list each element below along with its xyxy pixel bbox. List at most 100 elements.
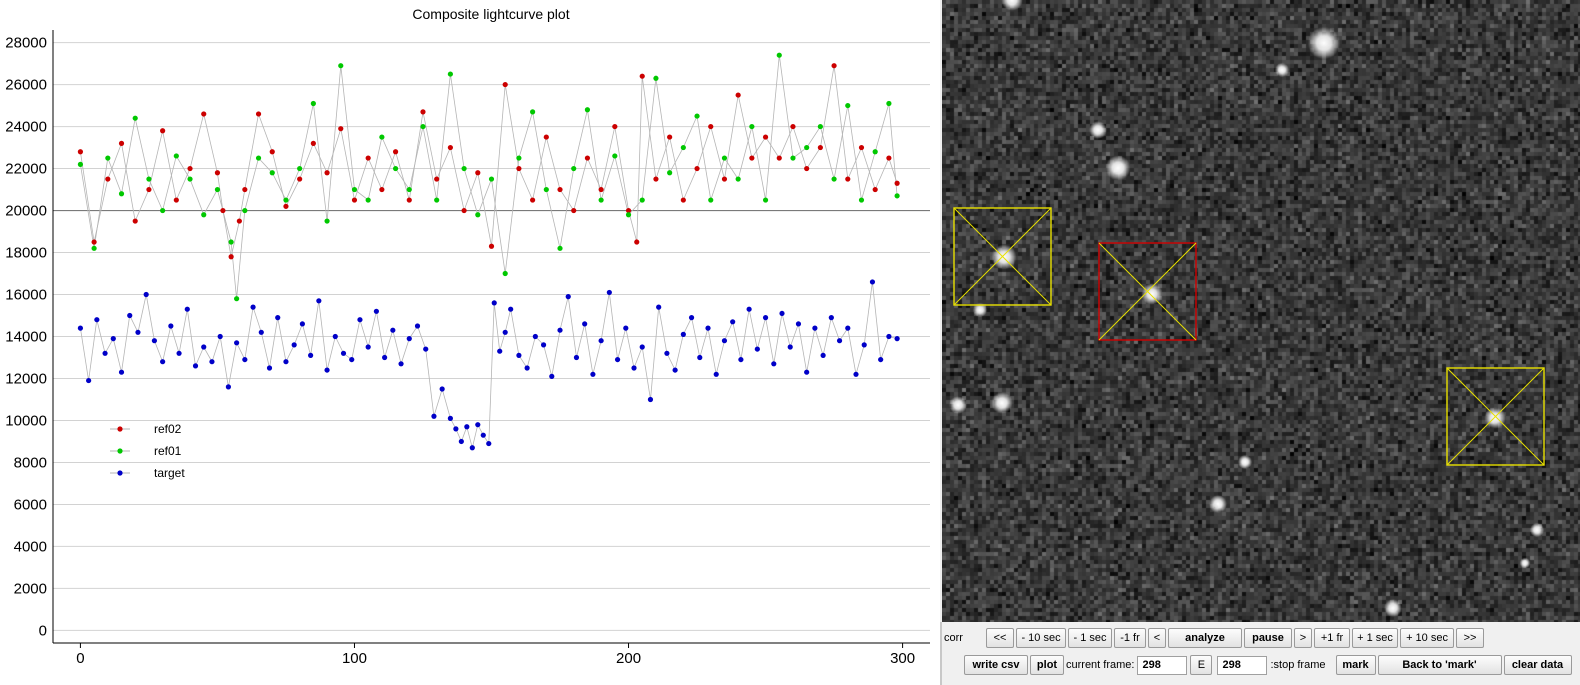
data-point-ref02 — [653, 176, 659, 182]
data-point-ref02 — [324, 170, 330, 176]
back-10-sec-button[interactable]: - 10 sec — [1016, 628, 1066, 648]
reference-aperture-2[interactable] — [1446, 367, 1545, 466]
data-point-ref01 — [283, 197, 289, 203]
data-point-target — [201, 344, 207, 350]
data-point-ref02 — [680, 197, 686, 203]
data-point-ref01 — [269, 170, 275, 176]
data-row: write csv plot current frame: E :stop fr… — [964, 653, 1574, 677]
data-point-target — [184, 306, 190, 312]
data-point-target — [845, 325, 851, 331]
chart-title: Composite lightcurve plot — [412, 6, 569, 22]
legend-marker — [117, 426, 123, 432]
data-point-ref01 — [91, 245, 97, 251]
playback-controls: corr << - 10 sec - 1 sec -1 fr < analyze… — [940, 622, 1580, 685]
pause-button[interactable]: pause — [1244, 628, 1292, 648]
data-point-target — [258, 329, 264, 335]
data-point-target — [623, 325, 629, 331]
clear-data-button[interactable]: clear data — [1503, 655, 1572, 675]
data-point-ref02 — [557, 186, 563, 193]
y-tick-label: 10000 — [5, 412, 47, 429]
step-back-button[interactable]: < — [1148, 628, 1166, 648]
data-point-ref02 — [667, 134, 673, 140]
step-forward-button[interactable]: > — [1294, 628, 1312, 648]
current-frame-input[interactable] — [1137, 655, 1188, 675]
data-point-target — [406, 335, 412, 342]
forward-10-sec-button[interactable]: + 10 sec — [1400, 628, 1454, 648]
data-point-target — [250, 304, 256, 310]
back-1-frame-button[interactable]: -1 fr — [1114, 628, 1146, 648]
data-point-ref02 — [634, 239, 640, 245]
rewind-start-button[interactable]: << — [986, 628, 1014, 648]
data-point-ref01 — [557, 245, 563, 251]
data-point-target — [730, 319, 736, 325]
data-point-ref02 — [735, 92, 741, 98]
legend-label: target — [154, 466, 185, 480]
e-button[interactable]: E — [1190, 655, 1213, 675]
data-point-target — [804, 369, 810, 375]
data-point-target — [192, 363, 199, 369]
data-point-target — [398, 361, 404, 367]
data-point-target — [590, 371, 596, 377]
data-point-target — [209, 359, 215, 365]
back-to-mark-button[interactable]: Back to 'mark' — [1377, 655, 1502, 675]
data-point-ref02 — [530, 197, 536, 203]
star-field-image[interactable] — [942, 0, 1580, 622]
analyze-button[interactable]: analyze — [1168, 628, 1242, 648]
data-point-ref01 — [721, 155, 728, 161]
data-point-target — [102, 350, 108, 356]
data-point-ref01 — [516, 155, 522, 161]
data-point-ref01 — [234, 296, 240, 302]
target-aperture[interactable] — [1098, 242, 1197, 341]
data-point-ref02 — [406, 197, 412, 203]
data-point-ref01 — [894, 193, 900, 199]
data-point-target — [557, 327, 563, 333]
y-tick-label: 28000 — [5, 35, 47, 52]
back-1-sec-button[interactable]: - 1 sec — [1068, 628, 1112, 648]
data-point-target — [266, 365, 273, 371]
y-tick-label: 22000 — [5, 161, 47, 178]
data-point-ref02 — [447, 144, 453, 151]
data-point-ref02 — [516, 165, 522, 172]
y-tick-label: 6000 — [14, 496, 47, 513]
data-point-target — [598, 338, 604, 344]
mark-button[interactable]: mark — [1335, 655, 1376, 675]
stop-frame-input[interactable] — [1217, 655, 1268, 675]
data-point-ref02 — [475, 170, 481, 176]
data-point-ref01 — [173, 153, 179, 159]
data-point-target — [836, 338, 843, 344]
data-point-target — [582, 321, 588, 327]
plot-button[interactable]: plot — [1030, 655, 1064, 675]
data-point-ref01 — [434, 197, 440, 203]
data-point-ref01 — [392, 165, 399, 172]
reference-aperture-1[interactable] — [953, 207, 1052, 306]
data-point-ref01 — [447, 71, 453, 77]
forward-end-button[interactable]: >> — [1456, 628, 1484, 648]
write-csv-button[interactable]: write csv — [964, 655, 1028, 675]
data-point-ref02 — [858, 144, 865, 151]
data-point-ref02 — [886, 155, 892, 161]
data-point-target — [324, 367, 330, 373]
data-point-ref01 — [653, 75, 659, 81]
data-point-ref02 — [502, 81, 508, 88]
data-point-target — [94, 317, 100, 323]
legend-marker — [117, 448, 123, 454]
data-point-target — [532, 333, 538, 340]
data-point-target — [820, 352, 826, 358]
data-point-target — [656, 304, 662, 310]
data-point-ref01 — [790, 155, 796, 161]
data-point-target — [447, 415, 453, 421]
data-point-ref01 — [118, 191, 125, 197]
data-point-ref01 — [214, 186, 221, 193]
data-point-ref01 — [708, 197, 714, 203]
forward-1-frame-button[interactable]: +1 fr — [1314, 628, 1350, 648]
data-point-target — [168, 323, 174, 329]
forward-1-sec-button[interactable]: + 1 sec — [1352, 628, 1398, 648]
x-tick-label: 300 — [890, 650, 915, 667]
y-tick-label: 24000 — [5, 119, 47, 136]
data-point-target — [332, 333, 338, 340]
data-point-ref01 — [667, 170, 673, 176]
data-point-ref02 — [283, 203, 289, 209]
data-point-ref01 — [762, 197, 769, 203]
data-point-ref01 — [845, 102, 851, 109]
data-point-ref02 — [236, 218, 242, 224]
